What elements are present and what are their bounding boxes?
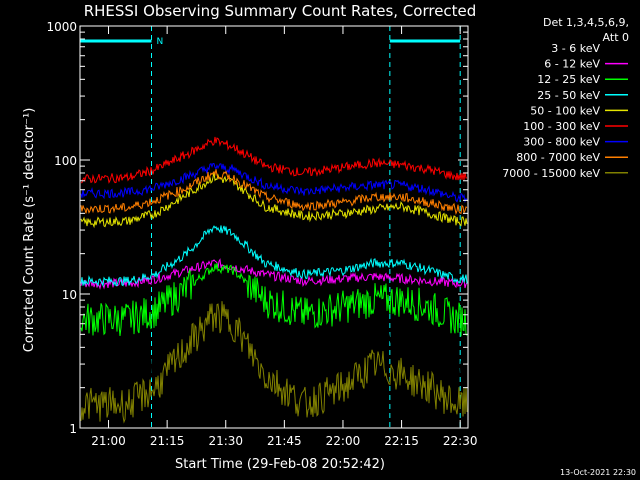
series-line — [80, 258, 468, 290]
x-tick-label: 22:00 — [326, 434, 361, 448]
y-tick-label: 100 — [54, 154, 77, 168]
annotation-n: N — [157, 37, 164, 47]
series-line — [80, 301, 468, 424]
legend-header: Det 1,3,4,5,6,9, — [543, 16, 629, 29]
y-tick-label: 1000 — [46, 20, 77, 34]
legend-label: 12 - 25 keV — [537, 73, 600, 86]
x-tick-label: 21:00 — [91, 434, 126, 448]
x-axis-label: Start Time (29-Feb-08 20:52:42) — [175, 457, 385, 472]
y-tick-label: 1 — [69, 422, 77, 436]
legend-label: 25 - 50 keV — [537, 89, 600, 102]
legend-label: 300 - 800 keV — [523, 136, 600, 149]
legend-header: Att 0 — [603, 31, 629, 44]
series-line — [80, 172, 468, 229]
x-tick-label: 22:30 — [443, 434, 478, 448]
plot-frame — [79, 25, 469, 429]
series-line — [80, 169, 468, 215]
night-intervals: N — [79, 26, 461, 428]
series-line — [80, 263, 468, 337]
axes: 21:00 21:15 21:30 21:45 22:00 22:15 22:30 1 10 10… — [46, 20, 477, 448]
x-tick-label: 21:45 — [267, 434, 302, 448]
legend-label: 50 - 100 keV — [530, 104, 600, 117]
legend-label: 3 - 6 keV — [551, 42, 600, 55]
legend-label: 800 - 7000 keV — [516, 151, 600, 164]
footer-timestamp: 13-Oct-2021 22:30 — [560, 468, 636, 477]
y-tick-label: 10 — [62, 288, 77, 302]
x-tick-label: 21:30 — [208, 434, 243, 448]
legend-label: 100 - 300 keV — [523, 120, 600, 133]
series-line — [80, 295, 468, 391]
legend-label: 7000 - 15000 keV — [502, 167, 600, 180]
y-axis-label: Corrected Count Rate (s⁻¹ detector⁻¹) — [22, 108, 37, 353]
x-tick-label: 22:15 — [384, 434, 419, 448]
series-line — [80, 136, 468, 184]
legend: Det 1,3,4,5,6,9, Att 03 - 6 keV 6 - 12 keV… — [502, 16, 629, 180]
series-line — [80, 225, 468, 288]
chart-title: RHESSI Observing Summary Count Rates, Co… — [84, 2, 477, 20]
series-lines — [80, 136, 468, 424]
legend-label: 6 - 12 keV — [544, 58, 600, 71]
x-tick-label: 21:15 — [150, 434, 185, 448]
series-line — [80, 162, 468, 204]
